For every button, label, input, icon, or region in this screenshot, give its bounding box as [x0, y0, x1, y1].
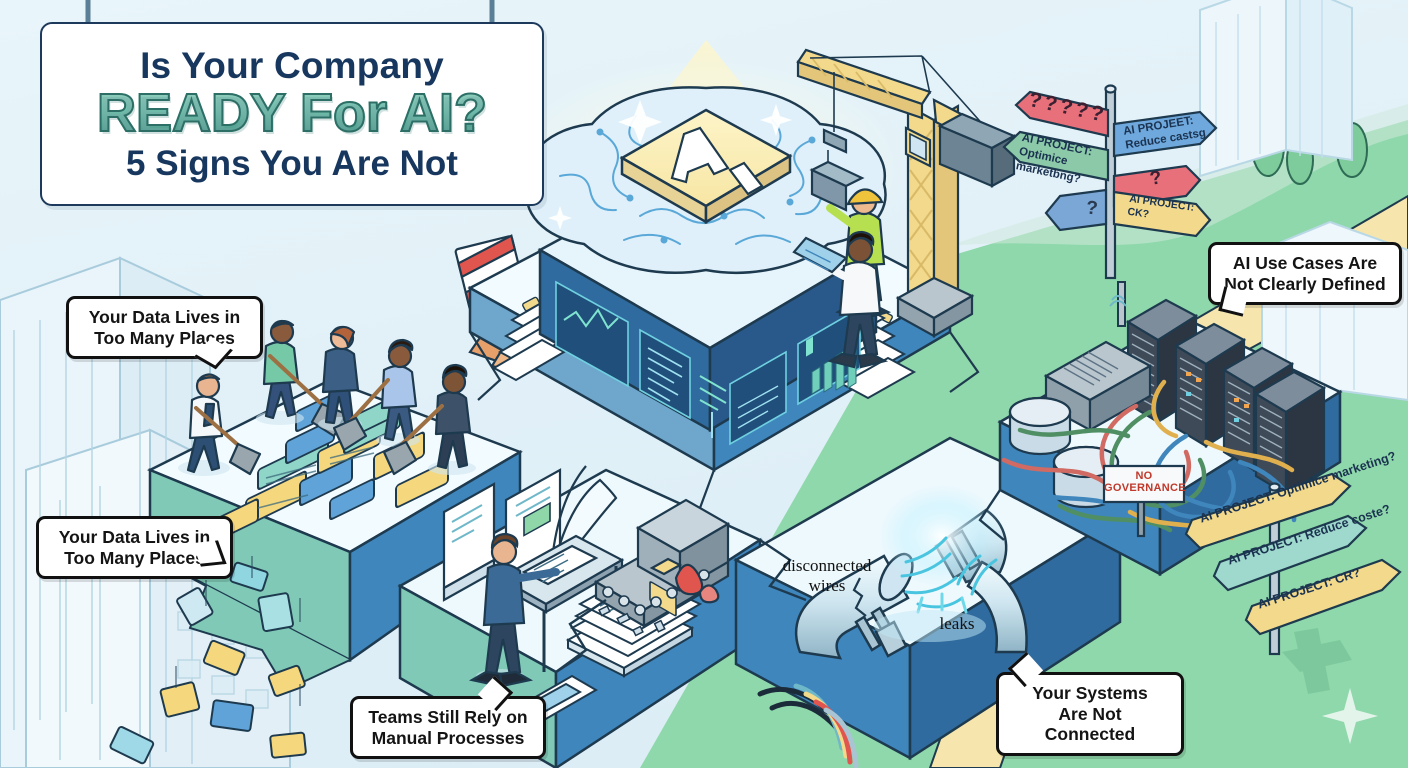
callout-line-1: Your Data Lives in [88, 307, 241, 327]
title-line-3: 5 Signs You Are Not [126, 143, 458, 183]
callout-line-1: AI Use Cases Are [1232, 253, 1378, 273]
label-line-2: wires [808, 575, 846, 595]
callout-line-1: Your Systems [1032, 683, 1148, 703]
governance-line-2: GOVERNANCE [1104, 482, 1186, 495]
callout-line-2: Too Many Places [94, 327, 235, 348]
callout-line-1: Your Data Lives in [58, 527, 211, 547]
callout-data-places-left: Your Data Lives in Too Many Places [36, 516, 233, 580]
callout-line-2: Not Clearly Defined [1224, 273, 1386, 294]
signpost-top-blade-5: ? [1084, 197, 1099, 220]
callout-line-2: Too Many Places [64, 547, 205, 568]
title-line-1: Is Your Company [140, 45, 444, 87]
callout-manual-processes: Teams Still Rely on Manual Processes [350, 675, 546, 760]
label-line-1: disconnected [782, 556, 872, 575]
label-leaks: leaks [939, 614, 975, 633]
callout-data-places-top: Your Data Lives in Too Many Places [66, 296, 263, 370]
title-line-2: READY For AI? [96, 83, 488, 144]
callout-line-1: Teams Still Rely on [368, 707, 528, 727]
callout-systems: Your Systems Are Not Connected [996, 651, 1184, 756]
label-disconnected-wires: disconnected wires [772, 556, 882, 595]
callout-use-cases: AI Use Cases Are Not Clearly Defined [1208, 242, 1402, 317]
callout-line-2: Are Not Connected [1044, 703, 1136, 745]
no-governance-sign: NO GOVERNANCE [1104, 470, 1186, 495]
callout-line-2: Manual Processes [371, 727, 525, 748]
governance-line-1: NO [1135, 470, 1153, 482]
title-plaque: Is Your Company READY For AI? 5 Signs Yo… [40, 22, 544, 206]
